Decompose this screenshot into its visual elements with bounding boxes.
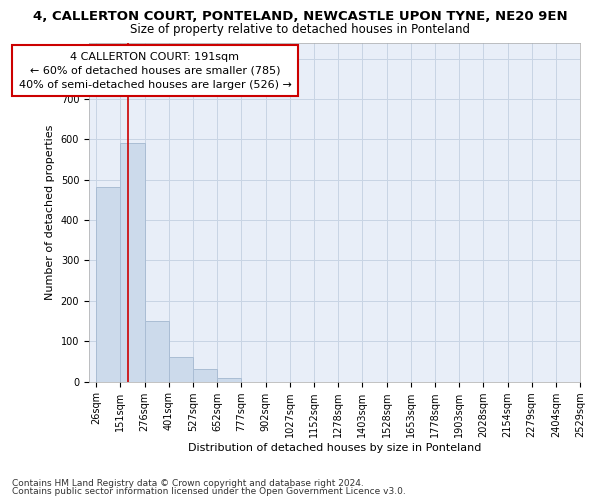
X-axis label: Distribution of detached houses by size in Ponteland: Distribution of detached houses by size …	[188, 442, 481, 452]
Y-axis label: Number of detached properties: Number of detached properties	[45, 124, 55, 300]
Text: Size of property relative to detached houses in Ponteland: Size of property relative to detached ho…	[130, 22, 470, 36]
Bar	[217, 378, 241, 382]
Text: 4, CALLERTON COURT, PONTELAND, NEWCASTLE UPON TYNE, NE20 9EN: 4, CALLERTON COURT, PONTELAND, NEWCASTLE…	[32, 10, 568, 23]
Bar	[121, 144, 145, 382]
Bar	[169, 358, 193, 382]
Bar	[96, 186, 121, 382]
Bar	[145, 321, 169, 382]
Text: Contains public sector information licensed under the Open Government Licence v3: Contains public sector information licen…	[12, 488, 406, 496]
Text: Contains HM Land Registry data © Crown copyright and database right 2024.: Contains HM Land Registry data © Crown c…	[12, 478, 364, 488]
Bar	[193, 370, 217, 382]
Text: 4 CALLERTON COURT: 191sqm
← 60% of detached houses are smaller (785)
40% of semi: 4 CALLERTON COURT: 191sqm ← 60% of detac…	[19, 52, 292, 90]
